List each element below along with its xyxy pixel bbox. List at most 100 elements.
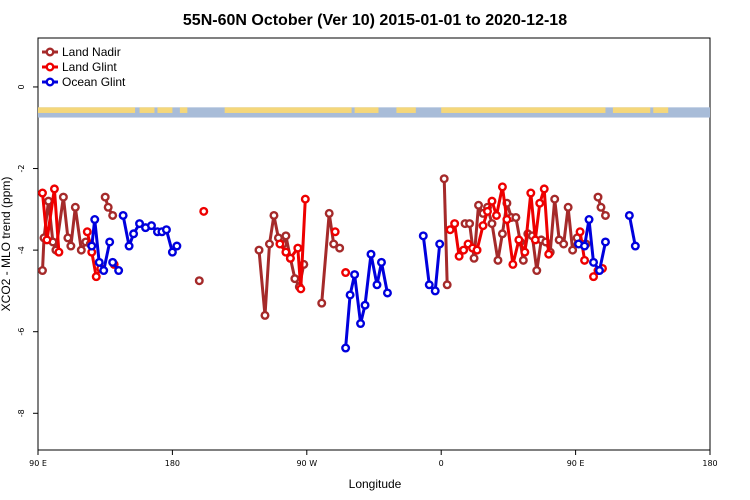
map-land-patch	[157, 107, 173, 113]
data-point-land-glint	[491, 210, 501, 220]
data-point-land-nadir	[465, 219, 475, 229]
data-point-ocean-glint	[161, 225, 171, 235]
data-point-ocean-glint	[589, 257, 599, 267]
data-point-land-glint	[296, 284, 306, 294]
data-point-land-glint	[49, 184, 59, 194]
data-point-land-glint	[535, 198, 545, 208]
data-point-ocean-glint	[356, 319, 366, 329]
data-point-ocean-glint	[94, 257, 104, 267]
data-point-land-nadir	[596, 202, 606, 212]
data-point-ocean-glint	[418, 231, 428, 241]
map-land-patch	[612, 107, 651, 113]
data-point-land-glint	[520, 247, 530, 257]
data-point-land-nadir	[600, 210, 610, 220]
series-line-ocean-glint	[627, 215, 637, 247]
data-point-ocean-glint	[108, 257, 118, 267]
chart-title: 55N-60N October (Ver 10) 2015-01-01 to 2…	[183, 12, 567, 29]
data-point-land-glint	[293, 243, 303, 253]
legend-item-land-nadir: Land Nadir	[42, 45, 121, 59]
data-point-land-nadir	[493, 255, 503, 265]
data-point-land-glint	[526, 188, 536, 198]
data-point-land-glint	[459, 245, 469, 255]
data-point-ocean-glint	[341, 343, 351, 353]
data-point-ocean-glint	[124, 241, 134, 251]
data-point-land-nadir	[317, 298, 327, 308]
y-tick-label: 0	[17, 84, 26, 89]
data-point-land-glint	[330, 227, 340, 237]
y-tick-label: -8	[17, 409, 26, 417]
y-tick-label: -2	[17, 165, 26, 173]
x-tick-label: 180	[702, 459, 717, 468]
data-point-land-nadir	[260, 310, 270, 320]
data-point-land-nadir	[559, 239, 569, 249]
data-point-land-glint	[589, 272, 599, 282]
data-point-land-nadir	[324, 208, 334, 218]
map-land-patch	[354, 107, 379, 113]
data-point-ocean-glint	[350, 270, 360, 280]
data-point-land-glint	[82, 227, 92, 237]
series-line-land-nadir	[442, 178, 449, 285]
data-point-land-glint	[281, 247, 291, 257]
data-point-land-glint	[530, 235, 540, 245]
data-point-land-nadir	[58, 192, 68, 202]
data-point-land-glint	[445, 225, 455, 235]
data-point-land-glint	[450, 219, 460, 229]
data-point-ocean-glint	[580, 241, 590, 251]
data-point-land-nadir	[335, 243, 345, 253]
data-point-land-glint	[472, 245, 482, 255]
series-line-land-nadir	[257, 213, 306, 317]
map-strip	[38, 107, 710, 118]
plot-frame	[37, 37, 711, 451]
data-point-land-nadir	[66, 241, 76, 251]
data-point-land-nadir	[550, 194, 560, 204]
data-point-ocean-glint	[376, 257, 386, 267]
y-tick-label: -4	[17, 246, 26, 254]
map-land-patch	[139, 107, 155, 113]
data-point-land-nadir	[63, 233, 73, 243]
data-point-ocean-glint	[99, 266, 109, 276]
x-tick-label: 180	[165, 459, 180, 468]
data-point-land-glint	[514, 235, 524, 245]
data-point-land-nadir	[593, 192, 603, 202]
series-land-glint	[37, 182, 607, 294]
data-point-land-nadir	[439, 174, 449, 184]
legend-label: Ocean Glint	[62, 75, 126, 89]
legend-swatch-marker	[45, 77, 55, 87]
y-axis: 0 -2 -4 -6 -8	[17, 84, 38, 417]
data-point-land-glint	[199, 206, 209, 216]
data-point-land-glint	[482, 206, 492, 216]
data-point-land-nadir	[254, 245, 264, 255]
legend-item-ocean-glint: Ocean Glint	[42, 75, 126, 89]
data-point-ocean-glint	[114, 266, 124, 276]
data-point-land-nadir	[497, 229, 507, 239]
data-point-land-glint	[539, 184, 549, 194]
data-point-land-nadir	[511, 212, 521, 222]
legend-label: Land Nadir	[62, 45, 121, 59]
data-point-land-glint	[37, 188, 47, 198]
data-point-ocean-glint	[135, 219, 145, 229]
data-point-land-nadir	[568, 245, 578, 255]
data-point-ocean-glint	[600, 237, 610, 247]
series-line-land-nadir	[320, 211, 341, 304]
data-point-ocean-glint	[167, 247, 177, 257]
data-point-ocean-glint	[424, 280, 434, 290]
data-point-land-glint	[544, 249, 554, 259]
data-point-land-nadir	[100, 192, 110, 202]
data-point-land-glint	[508, 259, 518, 269]
map-land-patch	[224, 107, 352, 113]
data-point-land-glint	[285, 253, 295, 263]
legend-label: Land Glint	[62, 60, 117, 74]
series-layer	[37, 174, 640, 353]
data-point-land-glint	[454, 251, 464, 261]
data-point-land-nadir	[269, 210, 279, 220]
data-point-land-nadir	[281, 231, 291, 241]
data-point-land-glint	[91, 272, 101, 282]
data-point-land-glint	[54, 247, 64, 257]
data-point-land-glint	[580, 255, 590, 265]
legend-item-land-glint: Land Glint	[42, 60, 117, 74]
data-point-ocean-glint	[87, 241, 97, 251]
data-point-land-nadir	[37, 266, 47, 276]
data-point-land-nadir	[290, 274, 300, 284]
data-point-ocean-glint	[382, 288, 392, 298]
data-point-land-nadir	[43, 196, 53, 206]
